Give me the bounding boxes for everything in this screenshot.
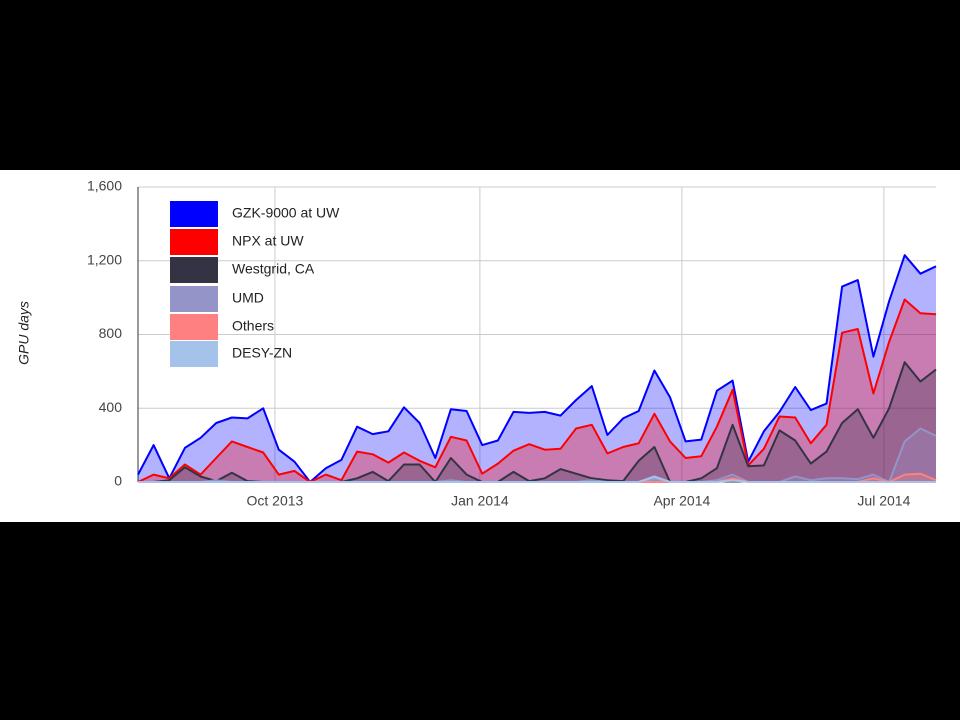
- line: [137, 298, 937, 483]
- y-tick-label: 1,600: [87, 178, 122, 194]
- legend-swatch: [170, 341, 218, 367]
- legend-label: Westgrid, CA: [232, 261, 315, 277]
- line: [137, 254, 937, 483]
- legend-label: UMD: [232, 290, 264, 306]
- area: [138, 362, 936, 482]
- legend-label: GZK-9000 at UW: [232, 205, 340, 221]
- legend-swatch: [170, 314, 218, 340]
- x-tick-label: Oct 2013: [246, 493, 303, 509]
- legend-label: DESY-ZN: [232, 345, 292, 361]
- line: [138, 475, 936, 483]
- legend-swatch: [170, 257, 218, 283]
- legend-swatch: [170, 229, 218, 255]
- x-tick-label: Jul 2014: [857, 493, 910, 509]
- x-tick-label: Apr 2014: [653, 493, 710, 509]
- legend-label: Others: [232, 318, 274, 334]
- y-tick-label: 400: [99, 399, 123, 415]
- legend-swatch: [170, 286, 218, 312]
- x-tick-label: Jan 2014: [451, 493, 509, 509]
- y-tick-label: 1,200: [87, 251, 122, 267]
- y-tick-label: 0: [114, 473, 122, 489]
- area: [138, 255, 936, 482]
- legend-label: NPX at UW: [232, 233, 304, 249]
- y-tick-label: 800: [99, 325, 123, 341]
- legend-swatch: [170, 201, 218, 227]
- y-axis-label: GPU days: [16, 301, 32, 365]
